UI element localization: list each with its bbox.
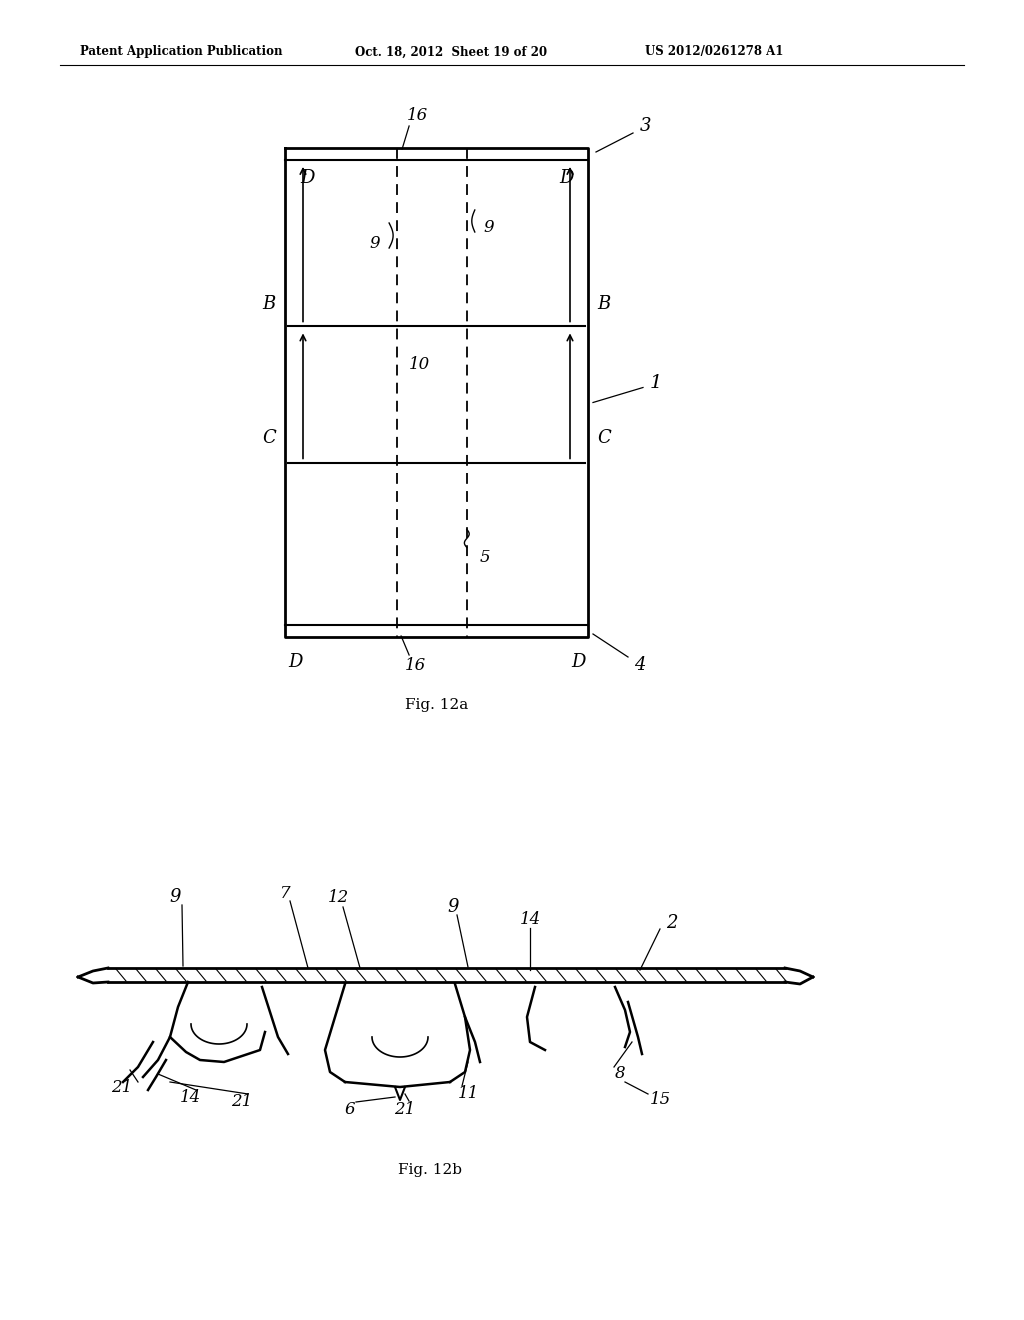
Text: 1: 1	[650, 374, 663, 392]
Text: B: B	[597, 296, 610, 313]
Text: C: C	[597, 429, 611, 447]
Text: 7: 7	[280, 884, 291, 902]
Text: 6: 6	[345, 1101, 355, 1118]
Text: 14: 14	[179, 1089, 201, 1106]
Text: D: D	[570, 653, 585, 671]
Text: 9: 9	[483, 219, 495, 236]
Text: 2: 2	[667, 913, 678, 932]
Text: 9: 9	[169, 888, 181, 906]
Text: Fig. 12a: Fig. 12a	[404, 698, 468, 711]
Text: 14: 14	[519, 912, 541, 928]
Text: 9: 9	[447, 898, 459, 916]
Text: Fig. 12b: Fig. 12b	[398, 1163, 462, 1177]
Text: 3: 3	[640, 117, 651, 135]
Text: 4: 4	[634, 656, 646, 675]
Text: D: D	[559, 169, 573, 187]
Text: B: B	[262, 296, 275, 313]
Text: 9: 9	[370, 235, 381, 252]
Text: 11: 11	[458, 1085, 478, 1102]
Text: 15: 15	[649, 1092, 671, 1109]
Text: US 2012/0261278 A1: US 2012/0261278 A1	[645, 45, 783, 58]
Text: 16: 16	[404, 656, 426, 673]
Text: D: D	[300, 169, 314, 187]
Text: Oct. 18, 2012  Sheet 19 of 20: Oct. 18, 2012 Sheet 19 of 20	[355, 45, 547, 58]
Text: 16: 16	[407, 107, 428, 124]
Text: 12: 12	[328, 888, 348, 906]
Text: 21: 21	[112, 1078, 133, 1096]
Text: D: D	[288, 653, 302, 671]
Text: 21: 21	[231, 1093, 253, 1110]
Text: Patent Application Publication: Patent Application Publication	[80, 45, 283, 58]
Text: C: C	[262, 429, 275, 447]
Text: 21: 21	[394, 1101, 416, 1118]
Text: 10: 10	[409, 356, 430, 374]
Text: 5: 5	[479, 549, 490, 566]
Text: 8: 8	[614, 1065, 626, 1082]
